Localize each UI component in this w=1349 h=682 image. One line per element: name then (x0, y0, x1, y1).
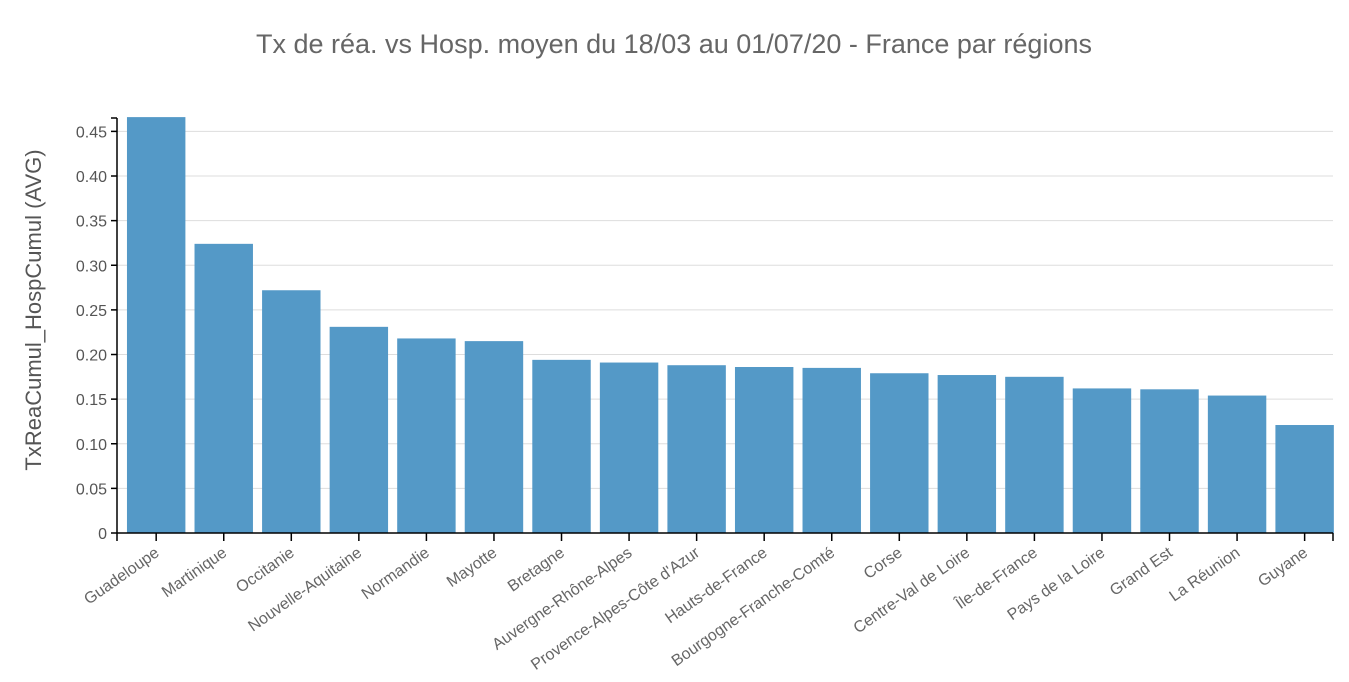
y-tick-label: 0.05 (76, 481, 107, 498)
bar (1207, 395, 1267, 533)
bar (1005, 376, 1064, 533)
y-tick-label: 0.25 (76, 303, 107, 320)
x-tick-label: Guyane (1255, 544, 1311, 590)
bar (802, 367, 861, 533)
x-tick-label: Martinique (159, 544, 230, 601)
bar (194, 243, 253, 533)
y-tick-label: 0.35 (76, 214, 107, 231)
bar (1072, 388, 1132, 533)
chart-title: Tx de réa. vs Hosp. moyen du 18/03 au 01… (256, 29, 1092, 59)
x-tick-label: Corse (861, 544, 906, 582)
x-tick-label: Guadeloupe (81, 544, 162, 608)
bar (599, 362, 659, 533)
x-tick-label: Centre-Val de Loire (851, 544, 974, 637)
axes (111, 117, 1334, 541)
y-tick-label: 0.45 (76, 124, 107, 141)
y-axis-ticks: 0 0.05 0.10 0.15 0.20 0.25 0.30 0.35 0.40 0.45 (76, 124, 117, 543)
bar (329, 326, 389, 533)
bar (1275, 425, 1334, 533)
bar (937, 375, 997, 533)
bar (397, 338, 456, 533)
y-tick-label: 0.10 (76, 437, 107, 454)
bar (126, 117, 186, 533)
bar (734, 367, 794, 533)
x-tick-label: Bretagne (505, 544, 568, 595)
y-tick-label: 0 (98, 526, 107, 543)
x-tick-label: Nouvelle-Aquitaine (245, 544, 365, 635)
x-tick-label: Normandie (359, 544, 433, 603)
y-tick-label: 0.15 (76, 392, 107, 409)
x-tick-label: Occitanie (233, 544, 297, 596)
x-tick-label: La Réunion (1167, 544, 1244, 605)
y-axis-label: TxReaCumul_HospCumul (AVG) (21, 149, 46, 470)
y-tick-label: 0.30 (76, 258, 107, 275)
x-tick-label: Mayotte (444, 544, 500, 591)
y-tick-label: 0.40 (76, 169, 107, 186)
y-tick-label: 0.20 (76, 348, 107, 365)
bar (262, 290, 321, 533)
bar (464, 341, 524, 533)
bar (1140, 389, 1199, 533)
bar (532, 359, 591, 533)
bar (667, 365, 726, 533)
bars (126, 117, 1334, 533)
bar (870, 373, 929, 533)
